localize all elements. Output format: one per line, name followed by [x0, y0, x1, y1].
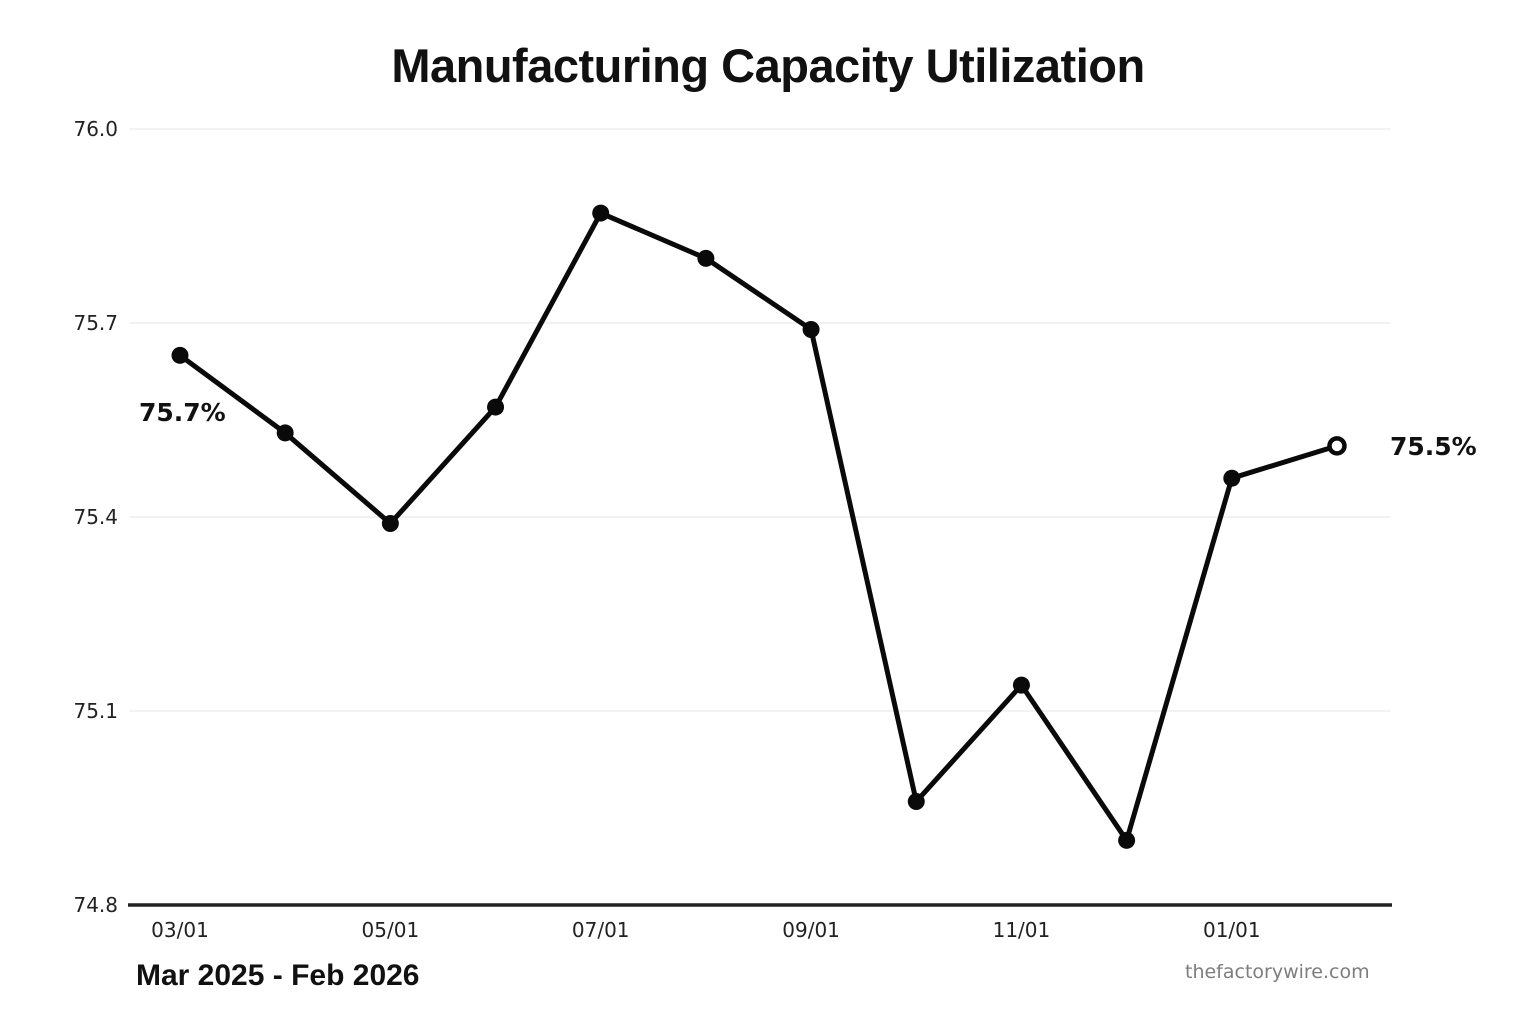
x-tick-label: 11/01 [992, 918, 1051, 942]
y-tick-label: 76.0 [73, 117, 118, 141]
data-point [697, 249, 715, 267]
x-tick-label: 09/01 [782, 918, 840, 942]
data-point [381, 514, 399, 532]
data-point [592, 204, 610, 222]
data-point [171, 346, 189, 364]
date-range-label: Mar 2025 - Feb 2026 [136, 959, 420, 992]
data-point [1012, 676, 1030, 694]
source-watermark: thefactorywire.com [1185, 961, 1370, 983]
y-tick-label: 75.7 [73, 311, 118, 335]
y-tick-label: 75.4 [73, 505, 118, 529]
data-point-open [1327, 436, 1347, 456]
data-point [276, 424, 294, 442]
chart-title: Manufacturing Capacity Utilization [391, 39, 1145, 92]
x-tick-label: 07/01 [571, 918, 630, 942]
y-tick-label: 74.8 [73, 893, 118, 917]
x-tick-label: 01/01 [1202, 918, 1261, 942]
y-tick-label: 75.1 [73, 699, 118, 723]
x-tick-label: 03/01 [151, 918, 209, 942]
data-point [1223, 469, 1241, 487]
data-point [802, 320, 820, 338]
start-value-label: 75.7% [139, 398, 226, 427]
data-point [907, 793, 925, 811]
x-tick-label: 05/01 [361, 918, 420, 942]
end-value-label: 75.5% [1390, 432, 1477, 461]
data-point [1118, 831, 1136, 849]
trend-line [177, 210, 1340, 843]
data-point [487, 398, 505, 416]
